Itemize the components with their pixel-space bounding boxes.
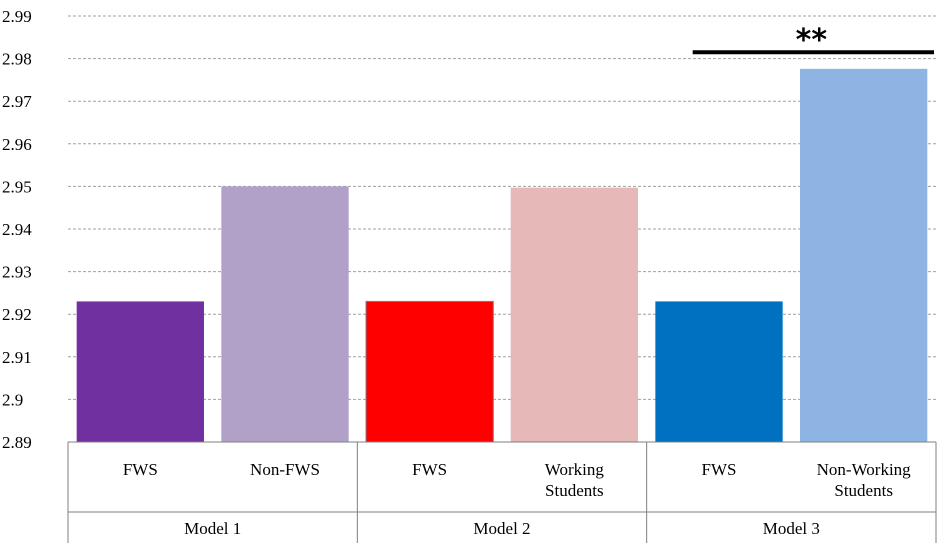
bar-category-label: Working: [545, 460, 605, 479]
y-tick-label: 2.89: [2, 433, 32, 452]
labels: 2.89 2.9 2.91 2.92 2.93 2.94 2.95 2.96 2.97 2.98 2…: [2, 7, 911, 538]
group-label: Model 3: [763, 519, 820, 538]
y-tick-label: 2.95: [2, 177, 32, 196]
bar: [221, 186, 349, 442]
bars: [76, 68, 928, 443]
bar-category-label: Students: [834, 481, 893, 500]
bar-category-label: FWS: [702, 460, 737, 479]
y-tick-label: 2.96: [2, 135, 32, 154]
axes: [67, 441, 937, 543]
y-tick-label: 2.91: [2, 348, 32, 367]
bar-category-label: FWS: [412, 460, 447, 479]
bar-category-label: Non-FWS: [250, 460, 320, 479]
annotations: **: [692, 23, 934, 58]
bar: [655, 301, 783, 442]
bar: [76, 301, 204, 442]
significance-marker: **: [796, 23, 828, 58]
bar-category-label: FWS: [123, 460, 158, 479]
y-tick-label: 2.94: [2, 220, 32, 239]
bar-category-label: Non-Working: [817, 460, 912, 479]
y-tick-label: 2.92: [2, 305, 32, 324]
y-tick-label: 2.97: [2, 92, 32, 111]
y-tick-label: 2.98: [2, 50, 32, 69]
bar-category-label: Students: [545, 481, 604, 500]
group-label: Model 2: [473, 519, 530, 538]
y-tick-label: 2.9: [2, 390, 23, 409]
group-label: Model 1: [184, 519, 241, 538]
bar: [365, 300, 494, 443]
bar: [800, 68, 928, 442]
bar: [510, 187, 638, 442]
y-tick-label: 2.99: [2, 7, 32, 26]
y-tick-label: 2.93: [2, 263, 32, 282]
